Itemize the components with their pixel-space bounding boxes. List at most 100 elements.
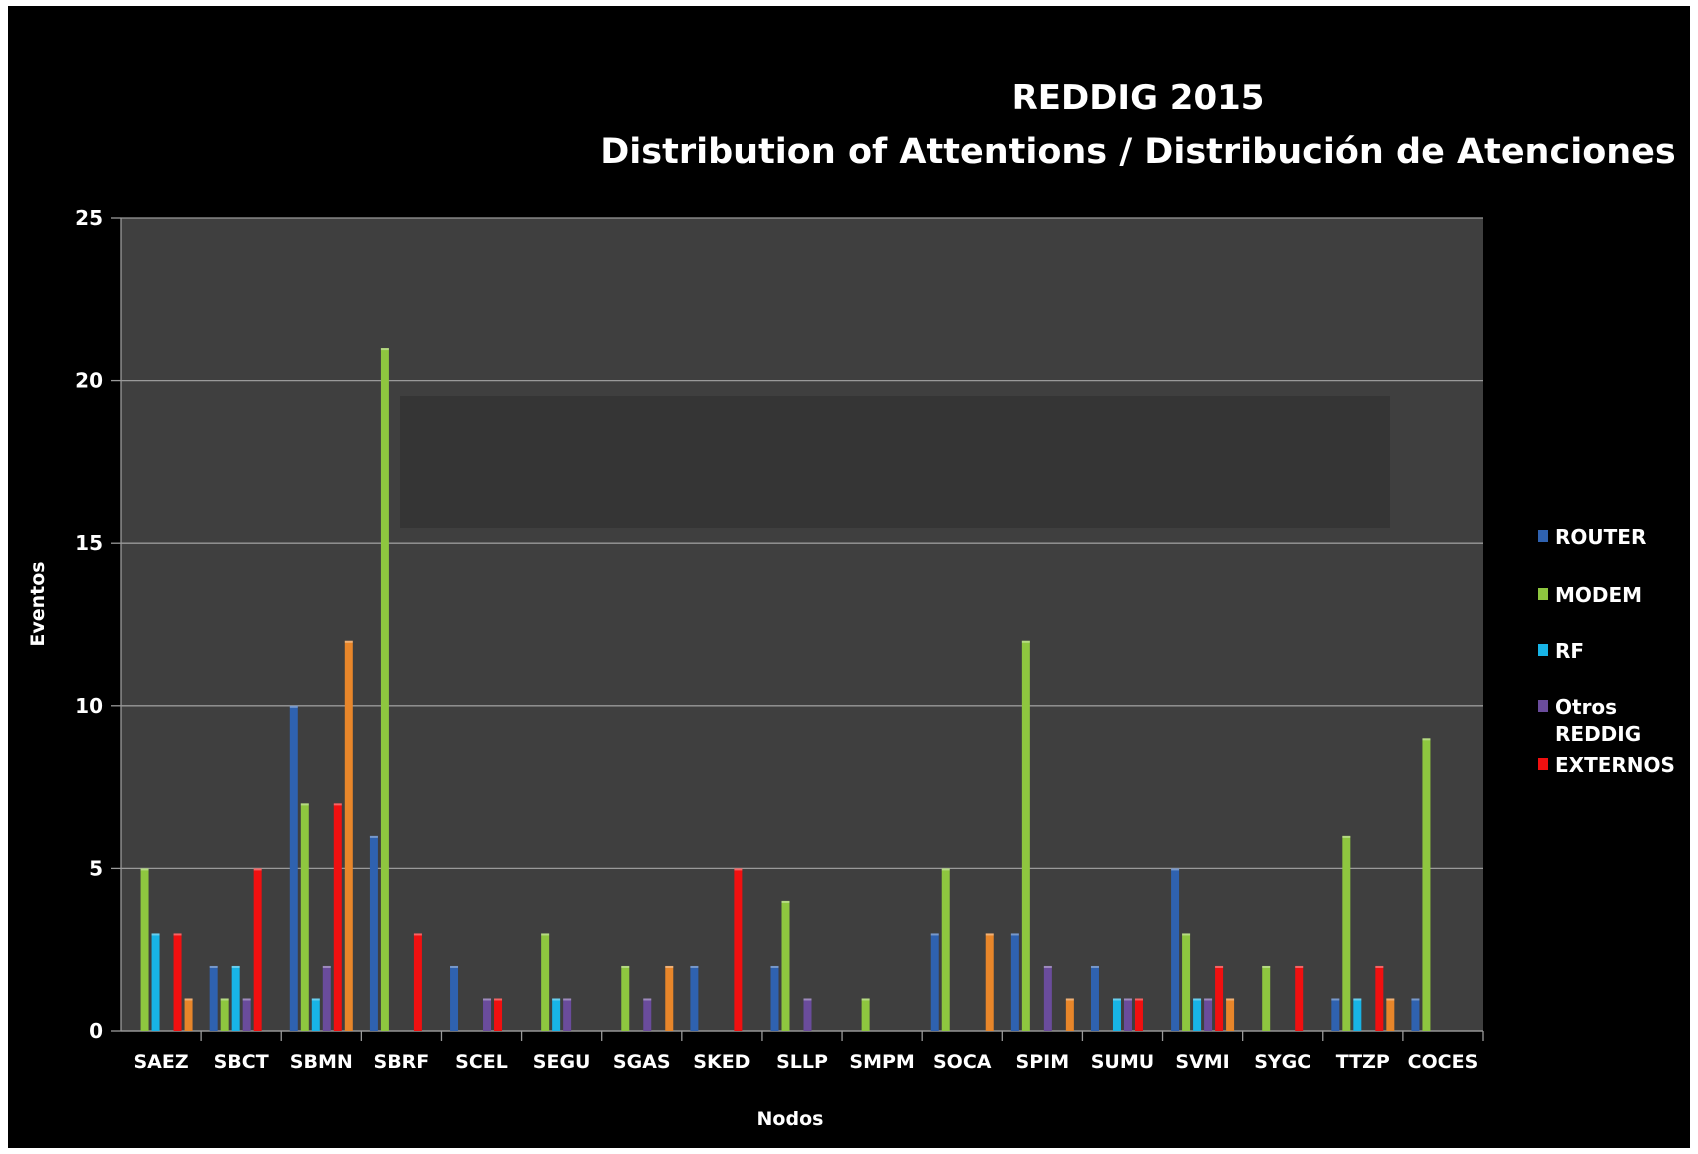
bar-cap	[734, 868, 743, 871]
bar-cap	[1193, 998, 1202, 1001]
bar	[1171, 868, 1180, 1031]
bar-cap	[209, 965, 218, 968]
bar-cap	[300, 803, 309, 806]
bar-cap	[1065, 998, 1074, 1001]
bar-cap	[930, 933, 939, 936]
bar-cap	[289, 705, 298, 708]
bar	[220, 998, 229, 1031]
bar-cap	[344, 640, 353, 643]
x-tick-label: SAEZ	[133, 1051, 188, 1073]
bar-cap	[1422, 738, 1431, 741]
x-tick-label: SOCA	[933, 1051, 992, 1073]
bar-cap	[322, 965, 331, 968]
bar-cap	[770, 965, 779, 968]
y-axis-label: Eventos	[27, 561, 49, 646]
legend-label: MODEM	[1555, 583, 1643, 607]
bar-cap	[450, 965, 459, 968]
bar-cap	[311, 998, 320, 1001]
legend-item: RF	[1538, 638, 1584, 665]
bar	[1010, 933, 1019, 1031]
legend-swatch	[1538, 758, 1548, 770]
bar	[1134, 998, 1143, 1031]
legend-label: Otros REDDIG	[1555, 695, 1642, 746]
bar-cap	[1375, 965, 1384, 968]
x-tick-label: SEGU	[533, 1051, 591, 1073]
x-tick-label: SBMN	[290, 1051, 353, 1073]
bar-cap	[184, 998, 193, 1001]
plot-area	[121, 218, 1483, 1031]
bar-cap	[231, 965, 240, 968]
y-tick-label: 25	[75, 206, 103, 230]
bar	[1193, 998, 1202, 1031]
legend-swatch	[1538, 644, 1548, 656]
bar	[1065, 998, 1074, 1031]
bar	[1112, 998, 1121, 1031]
x-tick-label: SGAS	[613, 1051, 671, 1073]
x-tick-label: SBCT	[214, 1051, 269, 1073]
bar-cap	[220, 998, 229, 1001]
bar-cap	[413, 933, 422, 936]
bar	[734, 868, 743, 1031]
bar-cap	[1226, 998, 1235, 1001]
bar	[1021, 640, 1030, 1031]
bar-cap	[1123, 998, 1132, 1001]
legend-item: ROUTER	[1538, 524, 1646, 551]
bar	[770, 965, 779, 1031]
bar	[483, 998, 492, 1031]
bar	[621, 965, 630, 1031]
bar	[861, 998, 870, 1031]
bar-cap	[1171, 868, 1180, 871]
bar-cap	[483, 998, 492, 1001]
bar	[1386, 998, 1395, 1031]
bar	[231, 965, 240, 1031]
x-tick-label: SUMU	[1091, 1051, 1154, 1073]
x-axis-label: Nodos	[757, 1108, 824, 1130]
bar	[941, 868, 950, 1031]
bar	[1043, 965, 1052, 1031]
bar	[140, 868, 149, 1031]
bar-cap	[1262, 965, 1271, 968]
bar	[494, 998, 503, 1031]
bar	[300, 803, 309, 1031]
bar	[781, 900, 790, 1031]
x-tick-label: SPIM	[1016, 1051, 1070, 1073]
bar-cap	[1411, 998, 1420, 1001]
bar	[930, 933, 939, 1031]
bar	[1331, 998, 1340, 1031]
bar	[1411, 998, 1420, 1031]
bar-cap	[1134, 998, 1143, 1001]
y-tick-label: 20	[75, 369, 103, 393]
bar	[209, 965, 218, 1031]
legend-swatch	[1538, 588, 1548, 600]
legend-item: Otros REDDIG	[1538, 694, 1641, 748]
bar	[1342, 835, 1351, 1031]
bar-cap	[151, 933, 160, 936]
legend-item: MODEM	[1538, 582, 1642, 609]
bar	[242, 998, 251, 1031]
bar-cap	[173, 933, 182, 936]
y-tick-label: 15	[75, 531, 103, 555]
bar-cap	[552, 998, 561, 1001]
legend-swatch	[1538, 700, 1548, 712]
bar	[643, 998, 652, 1031]
x-tick-label: TTZP	[1336, 1051, 1390, 1073]
bar	[1422, 738, 1431, 1031]
bar	[552, 998, 561, 1031]
bar	[1090, 965, 1099, 1031]
bar-cap	[985, 933, 994, 936]
bar	[369, 835, 378, 1031]
bar	[1182, 933, 1191, 1031]
bar-cap	[1043, 965, 1052, 968]
bar	[985, 933, 994, 1031]
tick-labels: 0 5 10 15 20 25 SAEZ SBCT SBMN SBRF SCEL SEGU SGAS SK…	[75, 206, 1478, 1073]
bar-cap	[1386, 998, 1395, 1001]
bar-cap	[941, 868, 950, 871]
bar-cap	[1331, 998, 1340, 1001]
bar	[1353, 998, 1362, 1031]
bar	[344, 640, 353, 1031]
bar-cap	[643, 998, 652, 1001]
bars	[140, 348, 1431, 1032]
bar	[541, 933, 550, 1031]
bar-cap	[563, 998, 572, 1001]
bar-cap	[1182, 933, 1191, 936]
